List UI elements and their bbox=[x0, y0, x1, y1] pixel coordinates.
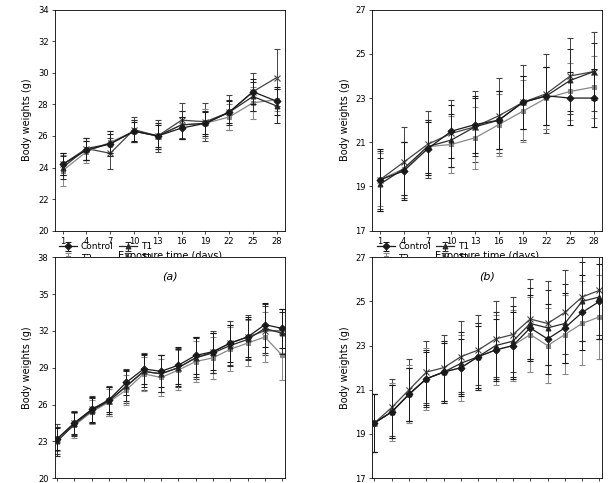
Legend: Control, T2, T1, T3: Control, T2, T1, T3 bbox=[59, 242, 152, 263]
Text: (a): (a) bbox=[162, 272, 178, 282]
Y-axis label: Body weights (g): Body weights (g) bbox=[22, 327, 32, 409]
Legend: Control, T2, T1, T3: Control, T2, T1, T3 bbox=[376, 242, 469, 263]
Y-axis label: Body weights (g): Body weights (g) bbox=[340, 79, 350, 161]
X-axis label: Exposure time (days): Exposure time (days) bbox=[117, 252, 222, 261]
X-axis label: Exposure time (days): Exposure time (days) bbox=[435, 252, 539, 261]
Y-axis label: Body weights (g): Body weights (g) bbox=[340, 327, 350, 409]
Y-axis label: Body weights (g): Body weights (g) bbox=[22, 79, 32, 161]
Text: (b): (b) bbox=[479, 272, 495, 282]
